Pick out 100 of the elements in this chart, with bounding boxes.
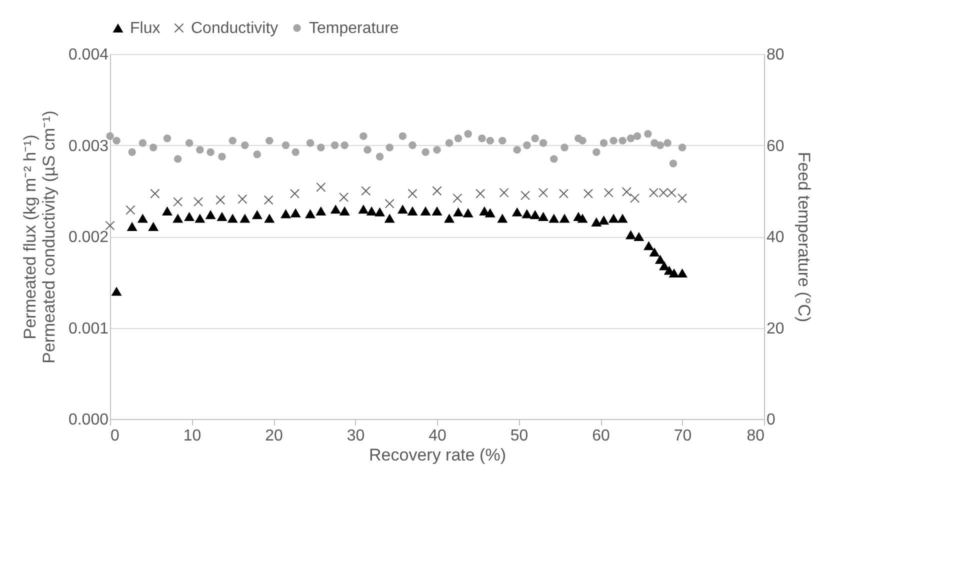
point <box>520 190 530 200</box>
point <box>386 144 394 152</box>
point <box>668 268 680 278</box>
point <box>240 214 250 223</box>
point <box>422 148 430 156</box>
point <box>630 194 640 203</box>
point <box>678 144 686 152</box>
point <box>584 189 593 198</box>
point <box>376 152 384 161</box>
point <box>174 155 182 163</box>
point <box>577 214 588 223</box>
point <box>654 254 666 264</box>
point <box>445 139 454 147</box>
y2-tick-label: 40 <box>766 229 784 246</box>
point <box>408 141 416 150</box>
point <box>539 139 548 147</box>
point <box>126 222 138 232</box>
point <box>634 232 644 242</box>
point <box>163 134 172 142</box>
point <box>626 134 635 142</box>
point <box>330 141 339 150</box>
point <box>138 139 147 147</box>
point <box>149 144 158 152</box>
point <box>374 207 386 216</box>
legend-label: Flux <box>130 20 160 37</box>
y-axis-title: Permeated flux (kg m⁻² h⁻¹) Permeated conductivity (µS cm⁻¹) <box>20 110 58 364</box>
point <box>384 199 394 208</box>
point <box>316 206 326 216</box>
point <box>264 214 275 223</box>
point <box>626 230 636 240</box>
point <box>266 136 274 145</box>
point <box>398 132 407 140</box>
point <box>305 209 316 218</box>
legend-label: Temperature <box>309 20 399 37</box>
point <box>184 212 195 221</box>
point <box>227 214 238 223</box>
point <box>633 132 642 140</box>
point <box>194 197 203 206</box>
point <box>290 208 301 218</box>
point <box>216 195 225 205</box>
point <box>241 141 249 150</box>
point <box>548 214 560 223</box>
point <box>128 148 136 156</box>
point <box>432 186 442 196</box>
point <box>598 216 610 225</box>
y-tick-label: 0.000 <box>68 412 109 428</box>
point <box>452 194 462 203</box>
x-tick-label: 10 <box>183 428 202 444</box>
point <box>228 136 236 145</box>
point <box>538 188 548 198</box>
x-tick-label: 50 <box>510 428 528 444</box>
point <box>280 209 292 218</box>
point <box>126 205 136 215</box>
point <box>513 146 521 154</box>
point <box>196 146 204 154</box>
y2-tick-label: 20 <box>766 320 784 338</box>
point <box>137 214 148 223</box>
point <box>531 134 539 142</box>
point <box>444 214 455 223</box>
y-tick-label: 0.001 <box>68 320 109 338</box>
point <box>433 146 441 154</box>
point <box>361 186 370 196</box>
point <box>523 141 531 150</box>
point <box>253 150 262 158</box>
point <box>397 204 408 214</box>
point <box>538 212 549 221</box>
point <box>339 206 350 216</box>
point <box>330 204 341 214</box>
point <box>173 197 182 206</box>
point <box>669 160 678 168</box>
y2-axis-title: Feed temperature (°C) <box>794 152 814 322</box>
point <box>462 208 474 218</box>
point <box>604 188 614 198</box>
point <box>643 241 654 250</box>
point <box>317 144 325 152</box>
point <box>644 130 652 138</box>
point <box>677 268 688 278</box>
point <box>216 212 228 221</box>
point <box>111 286 122 296</box>
point <box>617 214 628 223</box>
point <box>340 141 348 150</box>
point <box>610 136 618 145</box>
point <box>218 152 226 161</box>
point <box>578 136 586 145</box>
point <box>264 195 274 205</box>
y2-tick-label: 0 <box>766 412 776 428</box>
y-tick-label: 0.003 <box>68 138 109 155</box>
point <box>366 206 377 216</box>
y2-tick-label: 60 <box>766 138 784 155</box>
point <box>238 194 248 204</box>
x-axis-title: Recovery rate (%) <box>369 446 506 464</box>
point <box>600 139 608 147</box>
point <box>408 189 418 198</box>
point <box>432 206 442 216</box>
point <box>407 206 418 216</box>
point <box>649 247 660 257</box>
point <box>486 136 494 145</box>
point <box>512 207 522 216</box>
point <box>292 148 300 156</box>
point <box>476 189 485 198</box>
